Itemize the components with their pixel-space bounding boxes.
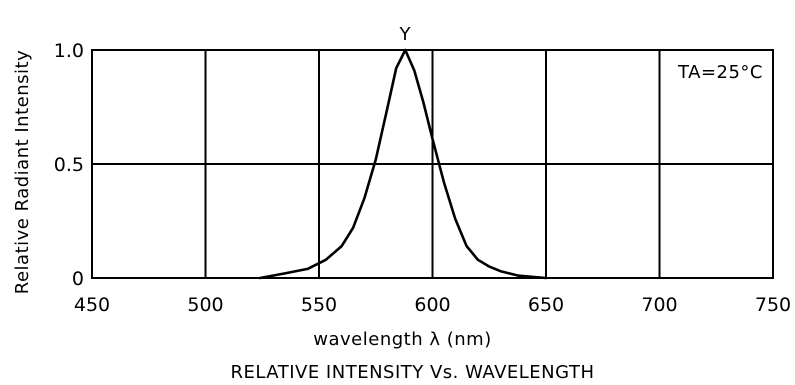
y-tick-labels: 0 0.5 1.0 xyxy=(54,40,84,290)
x-tick-label: 500 xyxy=(187,294,223,316)
y-tick-label: 0 xyxy=(72,268,84,290)
x-tick-label: 450 xyxy=(74,294,110,316)
temperature-annotation: TA=25°C xyxy=(677,62,763,83)
x-tick-labels: 450 500 550 600 650 700 750 xyxy=(74,294,791,316)
plot-area-frame xyxy=(91,49,774,279)
chart-title: RELATIVE INTENSITY Vs. WAVELENGTH xyxy=(230,362,594,383)
y-tick-label: 0.5 xyxy=(54,154,84,176)
x-tick-label: 550 xyxy=(301,294,337,316)
series-line xyxy=(258,48,548,280)
y-axis-label: Relative Radiant Intensity xyxy=(12,50,33,294)
x-tick-label: 750 xyxy=(755,294,791,316)
x-tick-label: 650 xyxy=(528,294,564,316)
x-tick-label: 700 xyxy=(641,294,677,316)
peak-label: Y xyxy=(399,24,412,45)
y-tick-label: 1.0 xyxy=(54,40,84,62)
grid-lines xyxy=(92,50,773,278)
x-axis-label: wavelength λ (nm) xyxy=(313,329,491,350)
x-tick-label: 600 xyxy=(414,294,450,316)
